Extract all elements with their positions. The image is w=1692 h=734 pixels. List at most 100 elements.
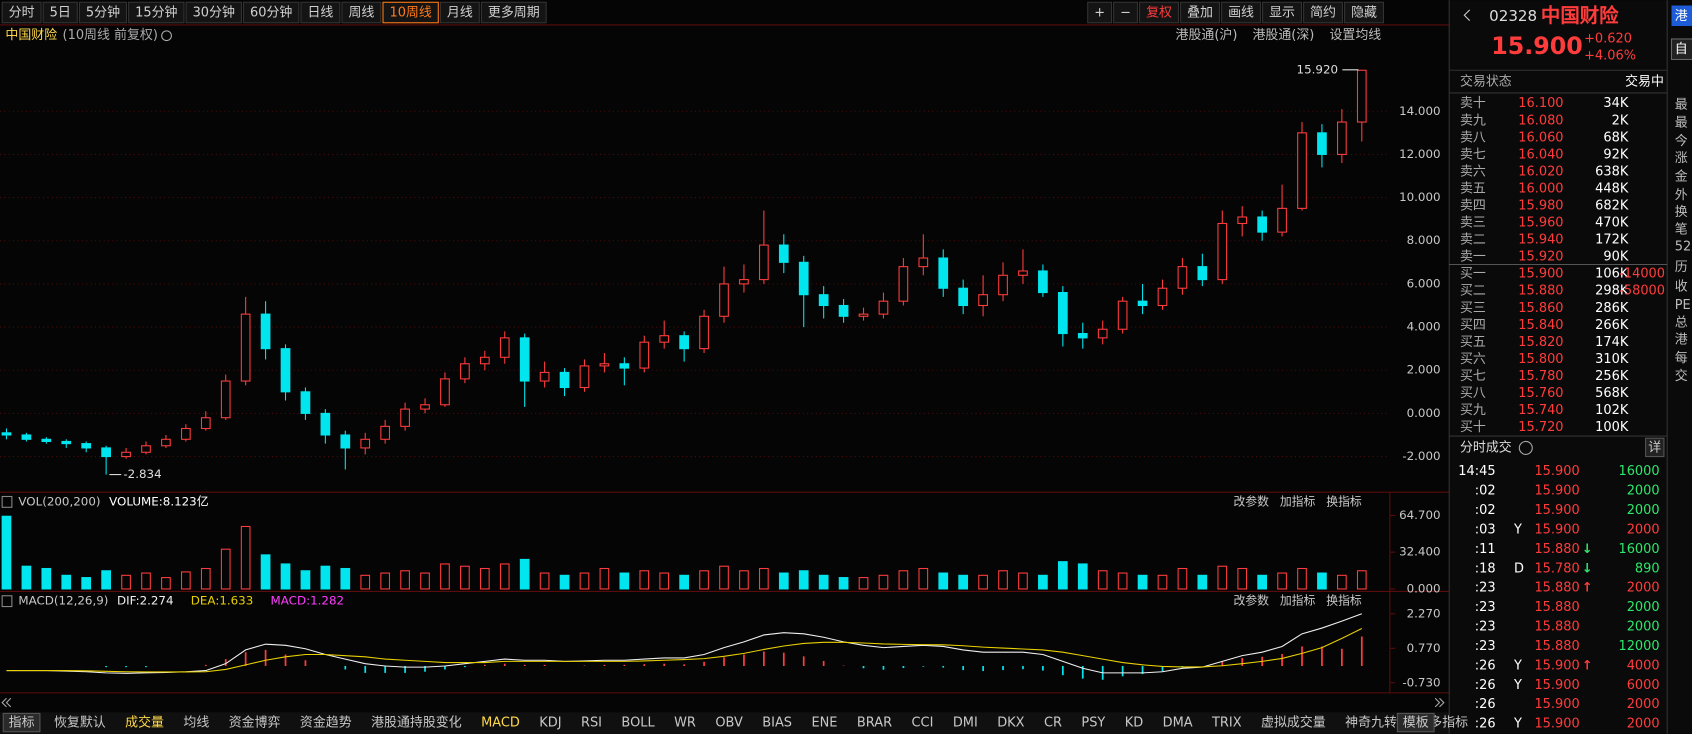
- back-icon[interactable]: [1463, 9, 1471, 21]
- side-button[interactable]: [1670, 38, 1692, 61]
- panel-button[interactable]: 换指标: [1326, 494, 1362, 508]
- indicator-tab[interactable]: ENE: [811, 716, 837, 731]
- indicator-tab[interactable]: BIAS: [762, 716, 792, 731]
- indicator-tab[interactable]: BOLL: [621, 716, 655, 731]
- tool-button[interactable]: [1180, 1, 1220, 24]
- volume-bar: [1177, 567, 1188, 590]
- candle-body: [719, 283, 729, 317]
- legend-entry: DEA:1.633: [191, 594, 253, 608]
- indicator-tab[interactable]: TRIX: [1211, 716, 1242, 731]
- period-button[interactable]: [128, 1, 185, 24]
- trade-volume: 2000: [1627, 600, 1660, 615]
- period-button[interactable]: [480, 1, 547, 24]
- indicator-tab[interactable]: 港股通持股变化: [371, 715, 462, 731]
- indicator-tab[interactable]: KD: [1125, 716, 1143, 731]
- volume-bar: [579, 572, 590, 590]
- scroll-right-icon[interactable]: [1434, 697, 1445, 708]
- candle-body: [1097, 328, 1108, 339]
- settings-icon[interactable]: [161, 30, 172, 42]
- book-price: 16.020: [1518, 164, 1563, 179]
- tool-button[interactable]: [1303, 1, 1343, 24]
- indicator-tab[interactable]: 资金博弈: [229, 715, 281, 731]
- book-price: 15.860: [1518, 301, 1563, 316]
- indicator-tab[interactable]: BRAR: [857, 716, 892, 731]
- indicator-tab[interactable]: RSI: [581, 716, 602, 731]
- period-button[interactable]: [78, 1, 128, 24]
- indicator-tab[interactable]: 成交量: [125, 715, 164, 731]
- candle-body: [1297, 132, 1307, 209]
- period-button[interactable]: [185, 1, 242, 24]
- indicator-tab[interactable]: CR: [1044, 716, 1062, 731]
- volume-bar: [719, 565, 729, 590]
- detail-box[interactable]: [1645, 437, 1665, 458]
- indicator-tab[interactable]: PSY: [1081, 716, 1105, 731]
- indicator-tab[interactable]: 神奇九转: [1345, 715, 1397, 731]
- volume-bar: [280, 563, 291, 590]
- indicator-tab[interactable]: DMA: [1163, 716, 1193, 731]
- indicator-tab[interactable]: 恢复默认: [54, 715, 106, 731]
- volume-bar: [878, 574, 889, 590]
- indicator-tab[interactable]: WR: [674, 716, 696, 731]
- indicator-tab[interactable]: 指标: [9, 716, 35, 731]
- volume-bar: [1337, 574, 1347, 590]
- candle-body: [161, 438, 171, 447]
- side-label: 交: [1675, 368, 1688, 384]
- panel-button[interactable]: 改参数: [1233, 494, 1269, 508]
- header-link[interactable]: 港股通(沪): [1176, 28, 1238, 43]
- indicator-tab[interactable]: MACD: [481, 716, 520, 731]
- tool-button[interactable]: [1113, 1, 1138, 24]
- panel-button[interactable]: 加指标: [1280, 494, 1316, 508]
- trade-volume: 2000: [1627, 484, 1660, 499]
- panel-button[interactable]: 改参数: [1233, 594, 1269, 608]
- volume-bar: [1097, 570, 1108, 590]
- tab-box[interactable]: [1396, 712, 1435, 733]
- header-link[interactable]: 设置均线: [1329, 28, 1381, 43]
- volume-bar: [41, 567, 52, 590]
- indicator-tab[interactable]: 模板: [1403, 716, 1429, 731]
- indicator-tab[interactable]: 资金趋势: [300, 715, 352, 731]
- side-label: 涨: [1675, 151, 1688, 166]
- indicator-tab[interactable]: KDJ: [539, 716, 561, 731]
- book-level: 卖六: [1460, 164, 1486, 179]
- tool-label: 隐藏: [1351, 6, 1377, 21]
- indicator-tab[interactable]: DKX: [997, 716, 1024, 731]
- y-tick-label: 0.000: [1407, 581, 1441, 595]
- indicator-tab[interactable]: 均线: [183, 716, 209, 731]
- tool-button[interactable]: [1221, 1, 1261, 24]
- period-button[interactable]: [243, 1, 300, 24]
- panel-button[interactable]: 换指标: [1326, 594, 1362, 608]
- period-button[interactable]: [382, 1, 439, 24]
- annotation-label: -2.834: [123, 467, 161, 481]
- period-button[interactable]: [42, 1, 78, 24]
- tool-button[interactable]: [1262, 1, 1302, 24]
- side-label: PE: [1675, 298, 1691, 313]
- period-button[interactable]: [439, 1, 480, 24]
- period-button[interactable]: [341, 1, 382, 24]
- volume-bar: [1237, 567, 1248, 590]
- tool-button[interactable]: [1139, 1, 1179, 24]
- candle-body: [659, 335, 670, 343]
- book-volume: 100K: [1595, 420, 1629, 435]
- book-level: 买十: [1460, 420, 1486, 435]
- scroll-left-icon[interactable]: [1, 697, 12, 708]
- period-button[interactable]: [300, 1, 341, 24]
- volume-bar: [380, 572, 391, 590]
- indicator-tab[interactable]: CCI: [912, 716, 934, 731]
- book-volume: 92K: [1603, 147, 1628, 162]
- panel-button[interactable]: 加指标: [1280, 594, 1316, 608]
- indicator-tab[interactable]: DMI: [953, 716, 978, 731]
- y-tick-label: 64.700: [1399, 508, 1441, 522]
- tab-box[interactable]: [2, 712, 41, 733]
- header-link[interactable]: 港股通(深): [1252, 28, 1314, 43]
- indicator-tab[interactable]: OBV: [715, 716, 743, 731]
- period-button[interactable]: [1, 1, 42, 24]
- trades-detail[interactable]: 详: [1648, 440, 1661, 455]
- candle-body: [898, 266, 909, 302]
- book-volume: 682K: [1595, 199, 1629, 214]
- tool-label: +: [1094, 6, 1105, 21]
- tool-button[interactable]: [1087, 1, 1113, 24]
- tool-button[interactable]: [1344, 1, 1384, 24]
- indicator-tab[interactable]: 虚拟成交量: [1261, 715, 1326, 731]
- volume-bar: [918, 567, 929, 590]
- candle-body: [1177, 266, 1188, 289]
